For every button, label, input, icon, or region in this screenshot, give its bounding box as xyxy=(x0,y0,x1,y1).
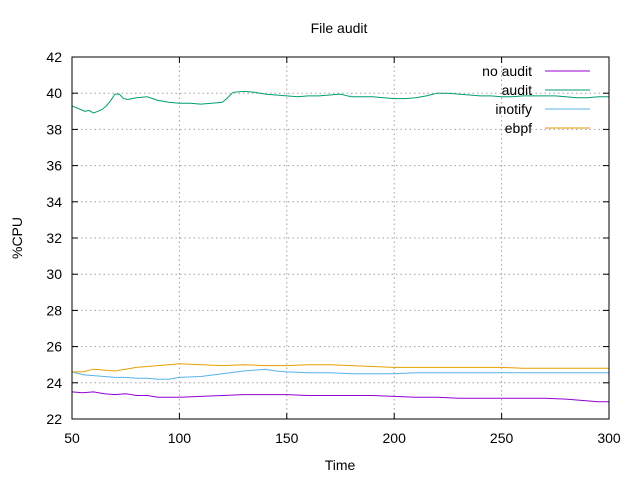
grid-lines xyxy=(72,57,609,419)
legend-label-ebpf: ebpf xyxy=(505,120,532,136)
x-tick-label: 200 xyxy=(383,430,407,446)
legend-label-no-audit: no audit xyxy=(482,63,532,79)
x-tick-label: 300 xyxy=(597,430,621,446)
y-tick-label: 26 xyxy=(46,339,62,355)
y-tick-label: 36 xyxy=(46,158,62,174)
chart-title: File audit xyxy=(311,20,368,36)
y-axis-label: %CPU xyxy=(9,217,25,259)
series-line-inotify xyxy=(71,368,609,380)
series-lines xyxy=(71,90,609,403)
y-tick-label: 30 xyxy=(46,266,62,282)
x-tick-label: 150 xyxy=(275,430,299,446)
x-tick-label: 100 xyxy=(168,430,192,446)
legend-label-inotify: inotify xyxy=(495,101,532,117)
legend-label-audit: audit xyxy=(502,82,532,98)
x-tick-label: 250 xyxy=(490,430,514,446)
y-tick-label: 34 xyxy=(46,194,62,210)
y-tick-label: 42 xyxy=(46,49,62,65)
y-tick-label: 38 xyxy=(46,121,62,137)
y-tick-label: 40 xyxy=(46,85,62,101)
series-line-audit xyxy=(71,90,609,114)
y-tick-label: 32 xyxy=(46,230,62,246)
series-line-no-audit xyxy=(71,391,609,403)
axis-tick-labels: 50 100 150 200 250 300 22 24 26 28 30 32 34 36 38 40 42 xyxy=(46,49,620,446)
series-line-ebpf xyxy=(72,363,609,373)
x-axis-label: Time xyxy=(325,457,356,473)
y-tick-label: 24 xyxy=(46,375,62,391)
axis-ticks xyxy=(71,56,610,420)
x-tick-label: 50 xyxy=(64,430,80,446)
legend: no audit audit inotify ebpf xyxy=(482,63,590,136)
y-tick-label: 22 xyxy=(46,411,62,427)
y-tick-label: 28 xyxy=(46,302,62,318)
